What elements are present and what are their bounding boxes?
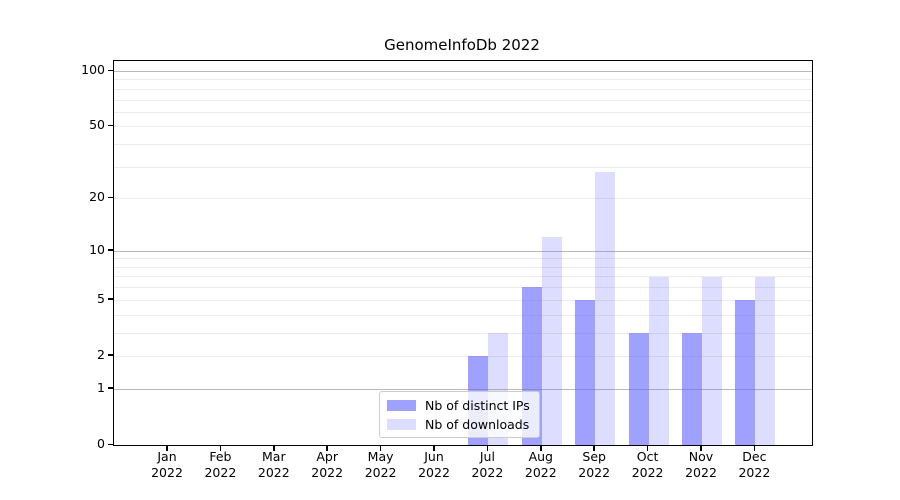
x-tick-mark xyxy=(646,445,649,451)
x-tick-mark xyxy=(540,445,542,451)
gridline-major xyxy=(114,388,812,390)
gridline-minor xyxy=(114,79,812,81)
x-tick-label-mar: Mar 2022 xyxy=(257,449,290,480)
x-tick-label-oct: Oct 2022 xyxy=(631,449,664,480)
y-tick-label: 5 xyxy=(97,290,105,306)
legend-label-downloads: Nb of downloads xyxy=(425,416,530,432)
y-tick-mark xyxy=(108,354,113,356)
chart-title: GenomeInfoDb 2022 xyxy=(384,36,540,54)
y-tick-label: 50 xyxy=(89,117,105,133)
bar-downloads-aug xyxy=(541,237,562,445)
y-tick-label: 2 xyxy=(97,346,105,362)
y-tick-mark xyxy=(108,124,113,127)
y-tick-label: 1 xyxy=(97,379,105,395)
y-tick-label: 20 xyxy=(89,189,105,205)
x-tick-label-aug: Aug 2022 xyxy=(524,449,557,480)
gridline-minor xyxy=(114,258,812,260)
gridline-minor xyxy=(114,287,812,289)
bar-distinct-ips-nov xyxy=(682,332,702,445)
x-tick-mark xyxy=(379,445,382,451)
bar-downloads-nov xyxy=(702,276,722,445)
x-tick-label-jan: Jan 2022 xyxy=(151,449,183,480)
x-tick-label-sep: Sep 2022 xyxy=(578,449,611,480)
x-tick-mark xyxy=(753,445,756,451)
plot-area: Nb of distinct IPs Nb of downloads xyxy=(113,60,813,446)
legend: Nb of distinct IPs Nb of downloads xyxy=(379,391,540,438)
gridline-minor xyxy=(114,166,812,168)
gridline-minor xyxy=(114,299,812,301)
downloads-swatch xyxy=(387,418,416,430)
y-tick-mark xyxy=(108,387,113,389)
y-tick-label: 100 xyxy=(81,62,105,77)
gridline-minor xyxy=(114,314,812,316)
y-tick-mark xyxy=(108,298,113,300)
legend-row-distinct-ips: Nb of distinct IPs xyxy=(387,397,530,413)
gridline-minor xyxy=(114,111,812,113)
y-tick-mark xyxy=(108,249,113,251)
x-tick-label-jul: Jul 2022 xyxy=(471,449,504,480)
x-tick-mark xyxy=(273,445,275,451)
x-tick-label-apr: Apr 2022 xyxy=(311,449,344,480)
gridline-minor xyxy=(114,88,812,90)
y-tick-mark xyxy=(108,69,113,71)
x-tick-label-jun: Jun 2022 xyxy=(418,449,450,480)
x-tick-mark xyxy=(433,445,435,451)
y-tick-mark xyxy=(108,196,113,199)
x-tick-mark xyxy=(166,445,168,451)
gridline-major xyxy=(114,250,812,252)
gridline-minor xyxy=(114,266,812,268)
bar-distinct-ips-sep xyxy=(575,299,596,445)
x-tick-label-may: May 2022 xyxy=(364,449,397,480)
bar-distinct-ips-oct xyxy=(628,332,649,445)
bar-distinct-ips-dec xyxy=(735,299,756,445)
distinct-ips-swatch xyxy=(387,399,416,411)
gridline-minor xyxy=(114,99,812,101)
gridline-minor xyxy=(114,198,812,200)
x-tick-mark xyxy=(700,445,702,451)
gridline-minor xyxy=(114,144,812,146)
gridline-minor xyxy=(114,276,812,278)
bar-downloads-oct xyxy=(648,276,669,445)
x-tick-label-feb: Feb 2022 xyxy=(204,449,237,480)
gridline-minor xyxy=(114,126,812,128)
y-tick-mark xyxy=(108,443,113,445)
x-tick-mark xyxy=(486,445,489,451)
legend-label-distinct-ips: Nb of distinct IPs xyxy=(425,397,530,413)
gridline-minor xyxy=(114,332,812,334)
x-tick-label-nov: Nov 2022 xyxy=(685,449,717,480)
gridline-minor xyxy=(114,355,812,357)
y-tick-label: 0 xyxy=(97,436,105,451)
bar-downloads-dec xyxy=(755,276,776,445)
x-tick-mark xyxy=(593,445,595,451)
x-tick-mark xyxy=(219,445,222,451)
legend-row-downloads: Nb of downloads xyxy=(387,416,530,432)
gridline-major xyxy=(114,71,812,72)
y-tick-label: 10 xyxy=(89,241,105,257)
x-tick-mark xyxy=(326,445,328,451)
bar-downloads-sep xyxy=(595,172,616,445)
x-tick-label-dec: Dec 2022 xyxy=(738,449,771,480)
